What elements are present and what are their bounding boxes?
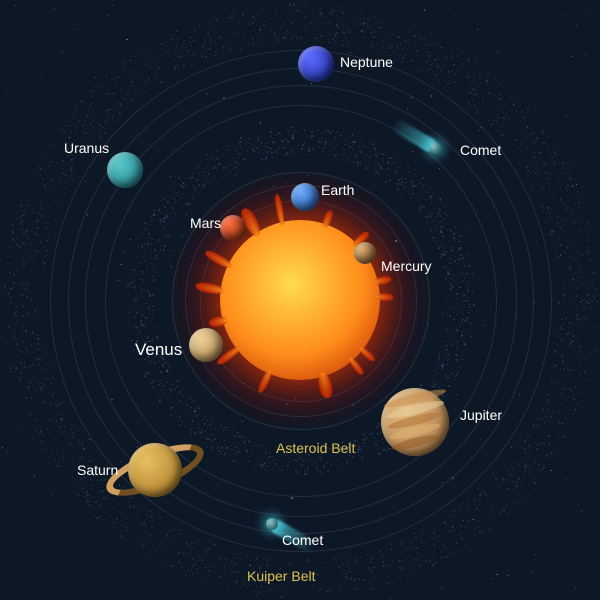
solar-system-diagram: MercuryEarthMarsVenusJupiterSaturnUranus… [0, 0, 600, 600]
kuiper-belt [0, 0, 600, 600]
